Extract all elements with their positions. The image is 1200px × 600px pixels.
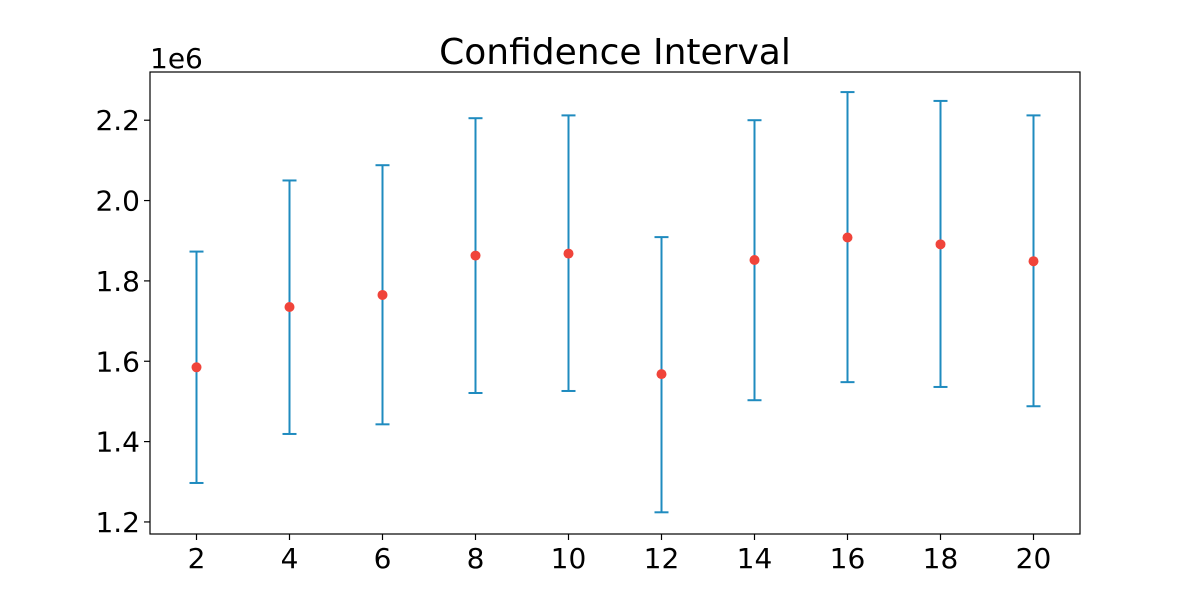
mean-point bbox=[749, 255, 760, 266]
y-tick-label: 2.0 bbox=[95, 185, 140, 218]
mean-point bbox=[1028, 256, 1039, 267]
mean-point bbox=[470, 250, 481, 261]
x-tick-label: 14 bbox=[737, 542, 773, 575]
chart-title: Confidence Interval bbox=[439, 32, 791, 73]
y-tick-label: 1.6 bbox=[95, 345, 140, 378]
plot-frame bbox=[149, 71, 1081, 535]
x-tick-label: 12 bbox=[644, 542, 680, 575]
x-tick-label: 20 bbox=[1016, 542, 1052, 575]
plot-area: 1.2 1.4 1.6 1.8 2.0 2.2 2 4 6 8 10 12 14 16 18 20 bbox=[95, 91, 1052, 575]
x-tick-label: 4 bbox=[281, 542, 299, 575]
mean-point bbox=[842, 232, 853, 243]
y-tick-label: 2.2 bbox=[95, 104, 140, 137]
mean-point bbox=[284, 302, 295, 313]
x-tick-label: 16 bbox=[830, 542, 866, 575]
y-axis-offset-label: 1e6 bbox=[150, 42, 203, 75]
x-tick-label: 2 bbox=[188, 542, 206, 575]
y-tick-label: 1.4 bbox=[95, 426, 140, 459]
y-tick-label: 1.2 bbox=[95, 506, 140, 539]
x-tick-label: 8 bbox=[467, 542, 485, 575]
mean-point bbox=[656, 369, 667, 380]
mean-point bbox=[377, 289, 388, 300]
mean-point bbox=[191, 362, 202, 373]
x-tick-label: 6 bbox=[374, 542, 392, 575]
x-tick-label: 10 bbox=[551, 542, 587, 575]
x-tick-label: 18 bbox=[923, 542, 959, 575]
mean-point bbox=[563, 248, 574, 259]
mean-point bbox=[935, 239, 946, 250]
y-tick-label: 1.8 bbox=[95, 265, 140, 298]
